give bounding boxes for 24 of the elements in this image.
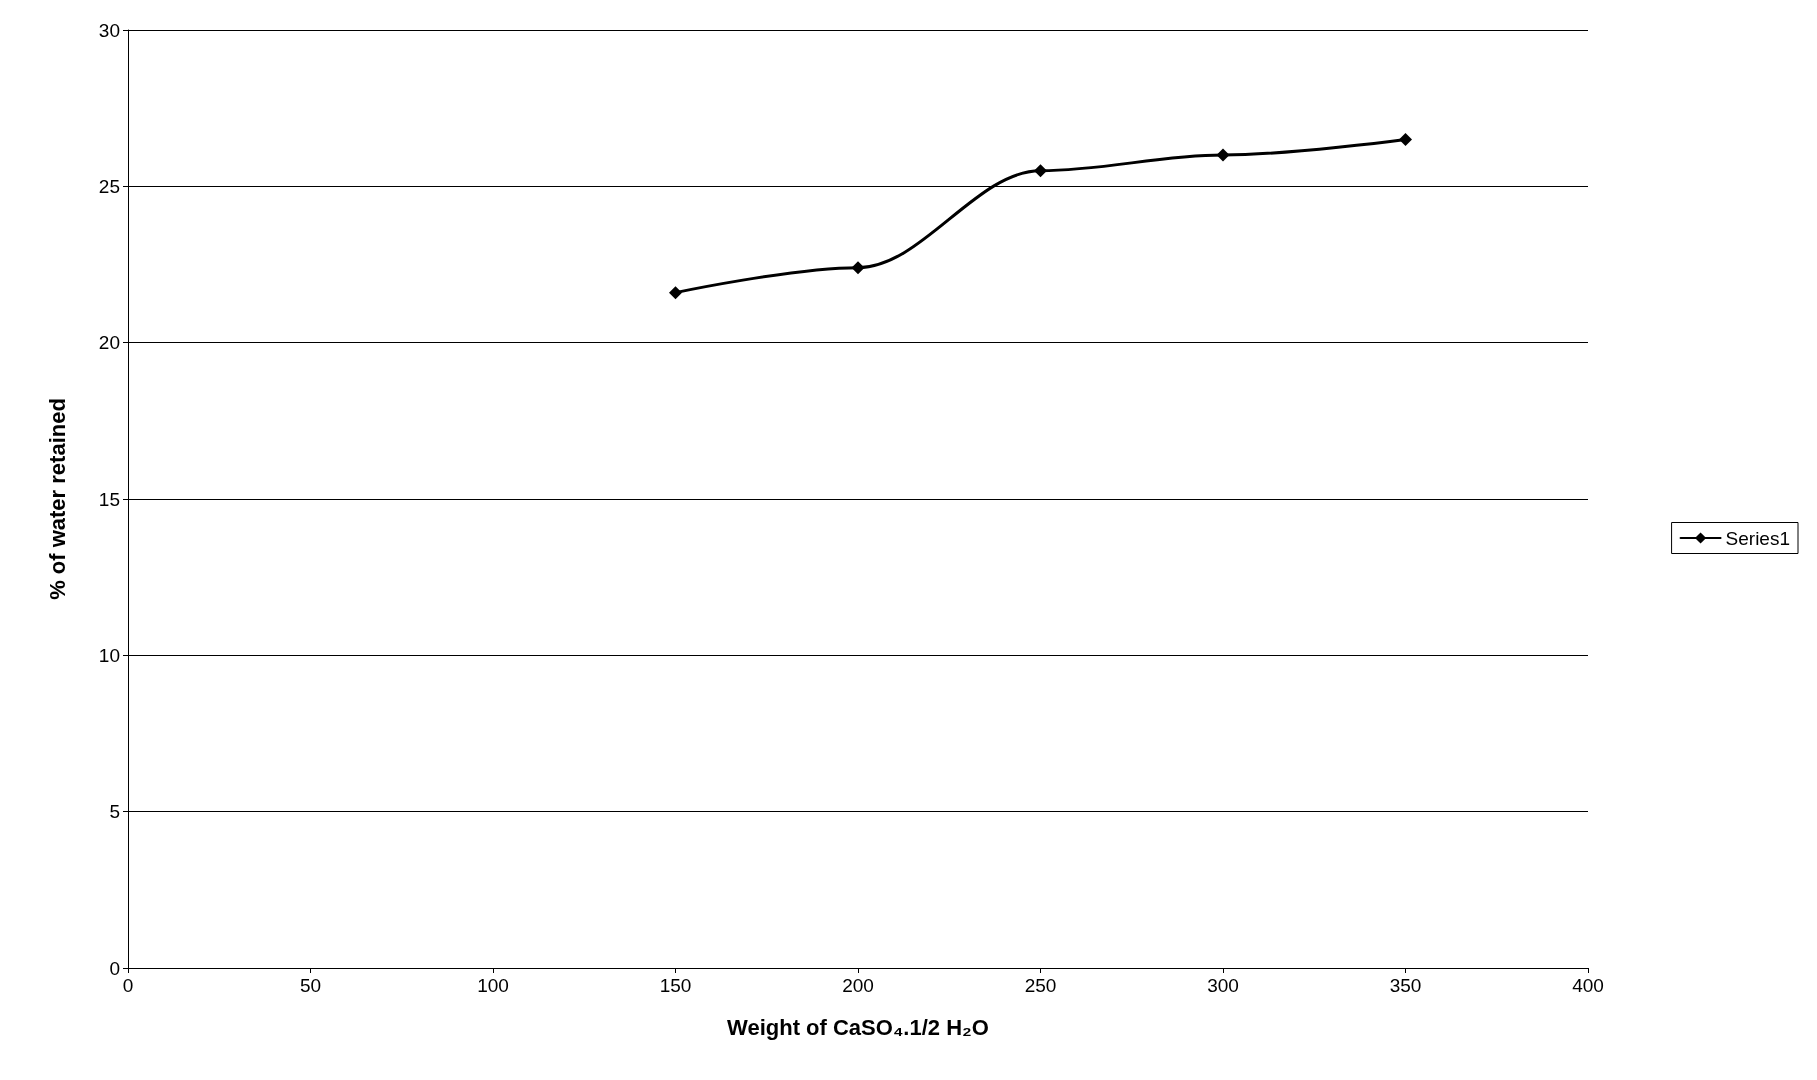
y-tick-label: 20 (98, 332, 120, 354)
y-tick-label: 0 (109, 957, 120, 979)
x-axis-title: Weight of CaSO₄.1/2 H₂O (727, 1014, 989, 1040)
y-tick-label: 30 (98, 19, 120, 41)
point (1216, 148, 1230, 162)
x-tick-label: 200 (842, 975, 874, 996)
y-tick-label: 10 (98, 644, 120, 666)
x-tick-label: 150 (659, 975, 692, 996)
x-tick-label: 50 (299, 975, 322, 996)
y-tick-label: 25 (98, 175, 120, 197)
y-tick-label: 15 (98, 488, 120, 510)
point (1034, 164, 1047, 178)
legend-label: Series1 (1725, 527, 1790, 549)
point (669, 286, 682, 300)
point (851, 261, 865, 275)
x-tick-label: 300 (1207, 975, 1239, 996)
x-tick-label: 350 (1389, 975, 1422, 996)
x-tick-label: 400 (1572, 975, 1604, 996)
point (1399, 132, 1412, 146)
y-tick-label: 5 (109, 801, 120, 823)
x-tick-label: 100 (477, 975, 509, 996)
x-tick-label: 250 (1024, 975, 1057, 996)
x-tick-label: 0 (122, 975, 134, 996)
y-axis-title: % of water retained (44, 398, 70, 600)
